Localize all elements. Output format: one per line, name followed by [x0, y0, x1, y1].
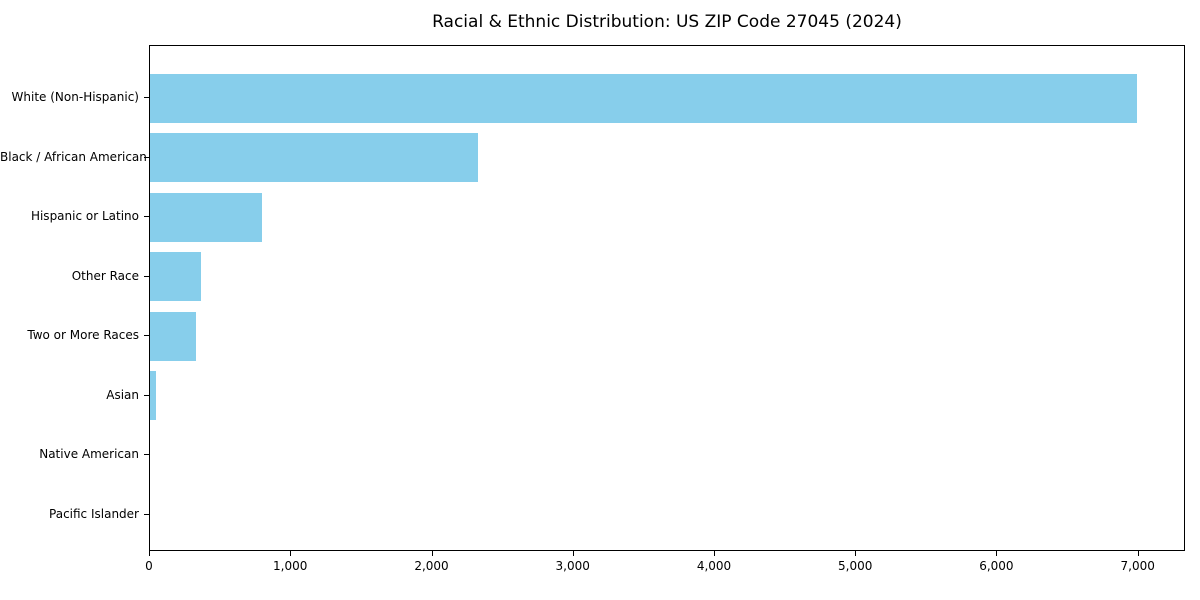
- x-tick-label-7,000: 7,000: [1120, 559, 1155, 573]
- x-tick-label-5,000: 5,000: [838, 559, 873, 573]
- chart-title: Racial & Ethnic Distribution: US ZIP Cod…: [432, 12, 902, 32]
- x-tick-label-2,000: 2,000: [414, 559, 449, 573]
- y-tick-mark-other-race: [144, 275, 149, 277]
- plot-area: [149, 45, 1185, 551]
- bar-asian: [150, 371, 157, 421]
- y-tick-mark-hispanic-or-latino: [144, 216, 149, 218]
- y-tick-label-native-american: Native American: [39, 447, 139, 462]
- x-tick-mark-6,000: [996, 551, 998, 556]
- y-tick-label-black-african-american: Black / African American: [0, 149, 147, 164]
- bar-black-african-american: [150, 133, 479, 183]
- x-tick-mark-2,000: [431, 551, 433, 556]
- y-tick-mark-white-non-hispanic: [144, 97, 149, 98]
- y-tick-label-two-or-more-races: Two or More Races: [27, 328, 139, 343]
- x-tick-label-1,000: 1,000: [273, 559, 308, 573]
- y-tick-label-pacific-islander: Pacific Islander: [49, 506, 139, 521]
- x-tick-label-6,000: 6,000: [979, 559, 1014, 573]
- y-tick-label-other-race: Other Race: [71, 268, 139, 283]
- x-tick-mark-3,000: [572, 551, 574, 556]
- y-tick-mark-pacific-islander: [144, 513, 149, 515]
- x-tick-mark-7,000: [1137, 551, 1139, 556]
- y-tick-label-hispanic-or-latino: Hispanic or Latino: [30, 209, 139, 224]
- y-tick-mark-two-or-more-races: [144, 335, 149, 337]
- bar-white-non-hispanic: [150, 73, 1137, 123]
- x-tick-mark-4,000: [714, 551, 715, 556]
- y-tick-mark-native-american: [144, 454, 149, 456]
- x-tick-mark-0: [149, 551, 150, 556]
- x-tick-label-3,000: 3,000: [555, 559, 590, 573]
- y-tick-mark-asian: [144, 394, 149, 396]
- x-tick-mark-5,000: [855, 551, 857, 556]
- x-tick-mark-1,000: [290, 551, 292, 556]
- x-tick-label-0: 0: [145, 559, 153, 573]
- x-tick-label-4,000: 4,000: [696, 559, 732, 573]
- y-tick-mark-black-african-american: [144, 156, 149, 158]
- y-tick-label-asian: Asian: [106, 387, 139, 402]
- y-tick-label-white-non-hispanic: White (Non-Hispanic): [11, 90, 139, 104]
- bar-two-or-more-races: [150, 311, 196, 361]
- bar-hispanic-or-latino: [150, 192, 262, 242]
- bar-other-race: [150, 252, 201, 302]
